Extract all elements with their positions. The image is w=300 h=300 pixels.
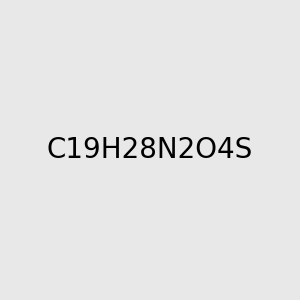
- Text: C19H28N2O4S: C19H28N2O4S: [47, 136, 253, 164]
